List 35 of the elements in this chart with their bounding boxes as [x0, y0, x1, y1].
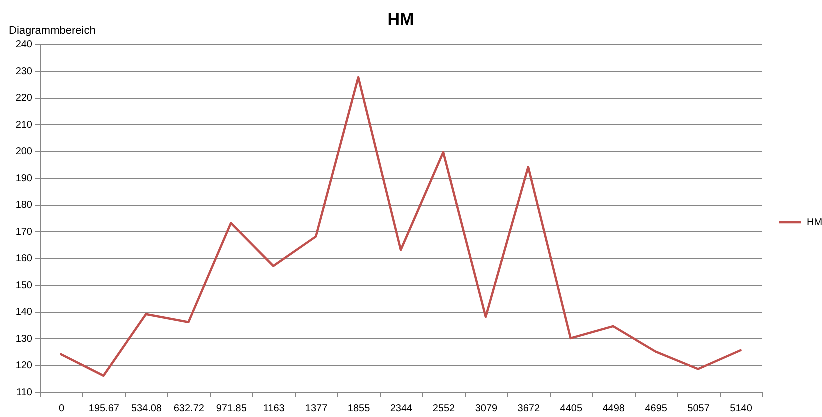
y-tick-label: 130: [16, 334, 33, 345]
x-tick-label: 1855: [348, 404, 371, 414]
line-series: [60, 76, 742, 378]
x-tick-label: 971.85: [216, 404, 248, 414]
x-tick-label: 4405: [560, 404, 583, 414]
y-tick-label: 160: [16, 254, 33, 265]
legend-label: HM: [807, 218, 822, 228]
chart-title: HM: [388, 10, 414, 29]
x-tick-label: 632.72: [174, 404, 205, 414]
x-tick-label: 5057: [688, 404, 710, 414]
y-tick-label: 110: [16, 388, 33, 398]
x-tick-label: 4695: [645, 404, 668, 414]
y-tick-label: 120: [16, 360, 33, 372]
y-tick-label: 180: [16, 200, 33, 212]
y-tick-label: 210: [16, 120, 33, 131]
x-tick-label: 2344: [390, 404, 414, 414]
x-tick-label: 2552: [432, 404, 456, 414]
x-tick-label: 1377: [305, 404, 328, 414]
x-tick-label: 195.67: [88, 404, 120, 414]
y-tick-label: 150: [16, 280, 33, 292]
y-tick-label: 140: [16, 307, 33, 318]
text: Diagrammbereich: [9, 25, 96, 37]
y-tick-label: 220: [16, 93, 33, 104]
y-tick-label: 200: [16, 146, 33, 158]
y-tick-label: 170: [16, 226, 33, 238]
x-tick-label: 3079: [475, 404, 498, 414]
x-tick-label: 1163: [263, 404, 286, 414]
x-tick-label: 0: [58, 404, 65, 414]
x-tick-label: 534.08: [131, 404, 162, 414]
y-tick-label: 230: [16, 66, 33, 78]
x-tick-label: 3672: [518, 404, 540, 414]
x-tick-label: 4498: [602, 404, 626, 414]
y-tick-label: 240: [16, 40, 33, 50]
x-tick-label: 5140: [730, 404, 753, 414]
y-tick-label: 190: [16, 173, 33, 184]
